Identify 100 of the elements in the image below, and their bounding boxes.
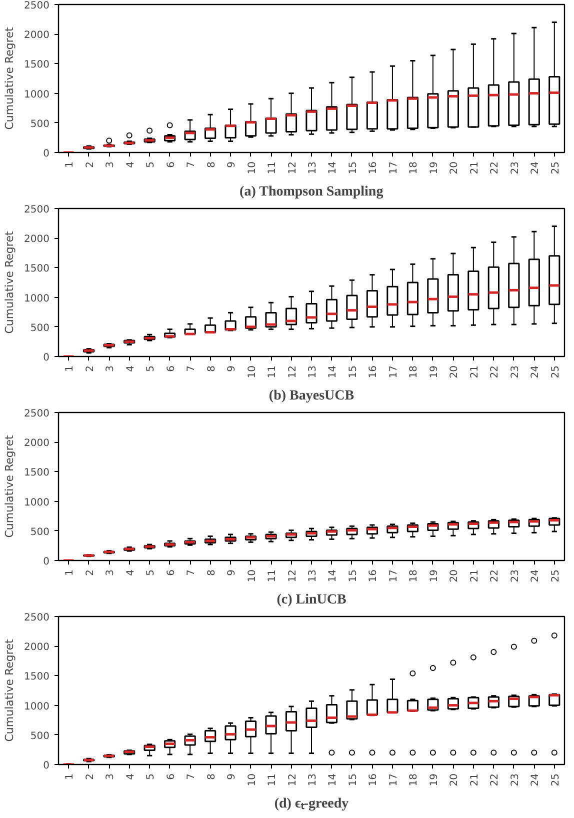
x-tick-label: 6 — [166, 365, 177, 372]
x-tick-label: 17 — [388, 773, 400, 786]
x-tick-label: 19 — [428, 773, 440, 786]
x-tick-label: 8 — [206, 773, 218, 780]
x-tick-label: 12 — [287, 773, 298, 786]
y-tick-label: 500 — [30, 118, 50, 130]
y-tick-label: 1000 — [24, 701, 50, 712]
x-tick-label: 5 — [146, 161, 157, 168]
x-tick-label: 8 — [206, 569, 218, 576]
x-tick-label: 12 — [287, 569, 298, 582]
text: (a) Thompson Sampling — [240, 184, 384, 200]
x-tick-label: 5 — [146, 365, 157, 372]
x-tick-label: 4 — [125, 365, 136, 372]
y-tick-label: 0 — [43, 148, 50, 160]
x-tick-label: 2 — [84, 773, 96, 780]
x-tick-label: 3 — [105, 161, 116, 168]
x-tick-label: 7 — [186, 161, 198, 168]
y-tick-label: 2500 — [24, 204, 50, 216]
x-tick-label: 24 — [530, 773, 542, 786]
x-tick-label: 2 — [84, 365, 96, 372]
x-tick-label: 21 — [469, 365, 480, 378]
x-tick-label: 12 — [287, 161, 298, 174]
y-tick-label: 0 — [43, 352, 50, 364]
x-tick-label: 3 — [105, 773, 116, 780]
x-tick-label: 4 — [125, 773, 136, 780]
x-tick-label: 16 — [368, 161, 380, 174]
x-tick-label: 2 — [84, 161, 96, 168]
x-tick-label: 24 — [530, 569, 542, 582]
x-tick-label: 5 — [146, 569, 157, 576]
x-tick-label: 14 — [328, 365, 339, 378]
x-tick-label: 17 — [388, 569, 400, 582]
x-tick-label: 16 — [368, 365, 380, 378]
x-tick-label: 4 — [125, 569, 136, 576]
y-tick-label: 2500 — [24, 612, 50, 624]
x-tick-label: 22 — [490, 569, 501, 582]
y-tick-label: 500 — [30, 526, 50, 538]
x-tick-label: 20 — [449, 569, 460, 582]
x-tick-label: 9 — [226, 365, 238, 372]
x-tick-label: 15 — [348, 773, 359, 786]
y-tick-label: 500 — [30, 730, 50, 742]
y-tick-label: 1500 — [24, 264, 50, 275]
y-tick-label: 0 — [43, 760, 50, 772]
x-tick-label: 25 — [550, 365, 562, 378]
y-tick-label: 1500 — [24, 468, 50, 479]
x-tick-label: 19 — [428, 569, 440, 582]
x-tick-label: 20 — [449, 773, 460, 786]
y-tick-label: 500 — [30, 322, 50, 334]
x-tick-label: 17 — [388, 161, 400, 174]
x-tick-label: 24 — [530, 365, 542, 378]
x-tick-label: 22 — [490, 365, 501, 378]
x-tick-label: 10 — [246, 365, 258, 378]
x-tick-label: 12 — [287, 365, 298, 378]
x-tick-label: 9 — [226, 161, 238, 168]
x-tick-label: 6 — [166, 569, 177, 576]
y-tick-label: 2500 — [24, 0, 50, 12]
x-tick-label: 23 — [510, 773, 521, 786]
x-tick-label: 1 — [64, 365, 76, 372]
x-tick-label: 9 — [226, 569, 238, 576]
x-tick-label: 3 — [105, 365, 116, 372]
x-tick-label: 19 — [428, 161, 440, 174]
x-tick-label: 18 — [408, 569, 420, 582]
x-tick-label: 1 — [64, 773, 76, 780]
x-tick-label: 21 — [469, 773, 480, 786]
x-tick-label: 9 — [226, 773, 238, 780]
x-tick-label: 20 — [449, 161, 460, 174]
y-tick-label: 2500 — [24, 408, 50, 420]
x-tick-label: 25 — [550, 161, 562, 174]
y-axis-title: Cumulative Regret — [3, 26, 16, 130]
x-tick-label: 7 — [186, 365, 198, 372]
x-tick-label: 15 — [348, 569, 359, 582]
y-tick-label: 1000 — [24, 497, 50, 508]
x-tick-label: 13 — [308, 161, 318, 174]
x-tick-label: 23 — [510, 161, 521, 174]
x-tick-label: 14 — [328, 569, 339, 582]
x-tick-label: 1 — [64, 161, 76, 168]
x-tick-label: 10 — [246, 569, 258, 582]
x-tick-label: 18 — [408, 365, 420, 378]
x-tick-label: 11 — [267, 569, 278, 582]
x-tick-label: 23 — [510, 569, 521, 582]
x-tick-label: 8 — [206, 365, 218, 372]
x-tick-label: 13 — [308, 569, 318, 582]
text: (d) ϵₜ-greedy — [274, 796, 349, 812]
x-tick-label: 21 — [469, 161, 480, 174]
text: (b) BayesUCB — [268, 388, 354, 404]
y-tick-label: 2000 — [24, 642, 50, 654]
x-tick-label: 25 — [550, 773, 562, 786]
x-tick-label: 5 — [146, 773, 157, 780]
y-tick-label: 2000 — [24, 438, 50, 450]
x-tick-label: 16 — [368, 773, 380, 786]
x-tick-label: 4 — [125, 161, 136, 168]
x-tick-label: 3 — [105, 569, 116, 576]
x-tick-label: 25 — [550, 569, 562, 582]
x-tick-label: 10 — [246, 773, 258, 786]
y-tick-label: 1000 — [24, 293, 50, 304]
y-tick-label: 0 — [43, 556, 50, 568]
y-tick-label: 1000 — [24, 89, 50, 100]
x-tick-label: 22 — [490, 773, 501, 786]
x-tick-label: 13 — [308, 773, 318, 786]
x-tick-label: 1 — [64, 569, 76, 576]
y-axis-title: Cumulative Regret — [3, 434, 16, 538]
